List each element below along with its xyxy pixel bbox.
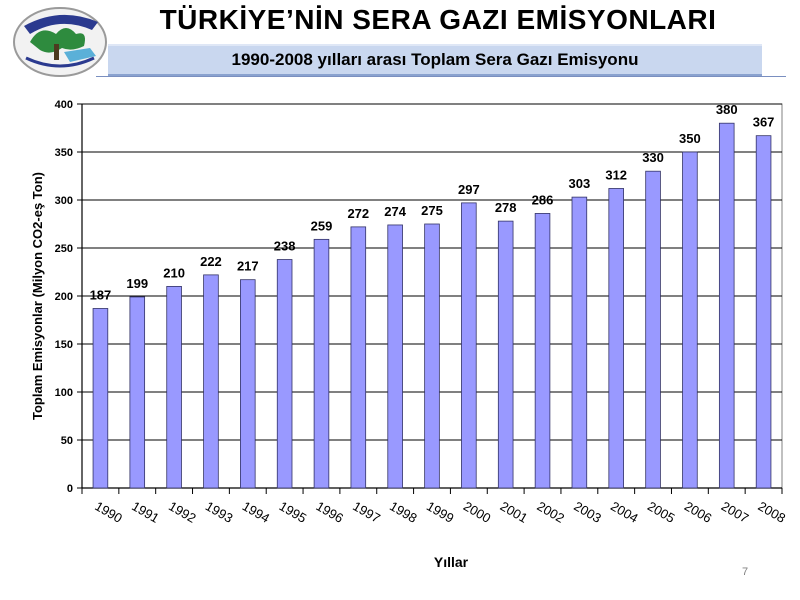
y-axis-title: Toplam Emisyonlar (Milyon CO2-eş Ton) — [30, 172, 45, 420]
data-label: 238 — [274, 239, 296, 254]
y-tick-label: 50 — [61, 435, 73, 447]
data-label: 275 — [421, 203, 443, 218]
x-tick-label: 1996 — [313, 498, 346, 525]
x-tick-label: 2005 — [645, 498, 678, 525]
bar — [682, 151, 698, 489]
x-tick-label: 1995 — [277, 498, 310, 525]
data-label: 286 — [532, 192, 554, 207]
y-tick-label: 100 — [55, 387, 73, 399]
bar — [497, 220, 514, 489]
x-tick-label: 1990 — [92, 498, 125, 525]
bar — [534, 213, 551, 489]
subtitle-banner: 1990-2008 yılları arası Toplam Sera Gazı… — [108, 44, 762, 76]
x-tick-label: 2003 — [571, 498, 604, 525]
page-title: TÜRKİYE’NİN SERA GAZI EMİSYONLARI — [159, 4, 717, 35]
bar — [718, 122, 735, 489]
x-tick-label: 1997 — [350, 498, 383, 525]
data-label: 350 — [679, 131, 701, 146]
data-label: 272 — [347, 206, 369, 221]
data-label: 259 — [311, 218, 333, 233]
x-tick-label: 2004 — [608, 498, 641, 525]
x-tick-label: 1993 — [203, 498, 236, 525]
y-tick-label: 250 — [55, 243, 73, 255]
data-label: 274 — [384, 204, 406, 219]
y-tick-label: 0 — [67, 483, 73, 495]
bar — [203, 274, 219, 489]
x-tick-label: 1999 — [424, 498, 457, 525]
data-label: 187 — [90, 287, 112, 302]
bar — [755, 135, 772, 489]
data-label: 222 — [200, 254, 222, 269]
x-tick-label: 2002 — [535, 498, 568, 525]
chart-subtitle: 1990-2008 yılları arası Toplam Sera Gazı… — [231, 50, 639, 69]
x-tick-label: 1992 — [166, 498, 199, 525]
bar — [571, 196, 588, 489]
y-tick-label: 200 — [55, 291, 73, 303]
data-label: 278 — [495, 200, 517, 215]
bar — [313, 238, 330, 489]
page-number: 7 — [742, 566, 749, 578]
y-tick-label: 400 — [55, 99, 73, 111]
data-label: 303 — [569, 176, 591, 191]
data-label: 297 — [458, 182, 480, 197]
data-label: 367 — [753, 115, 775, 130]
x-tick-label: 1998 — [387, 498, 420, 525]
ministry-logo — [13, 7, 107, 77]
bar — [608, 188, 624, 489]
data-label: 312 — [605, 167, 627, 182]
data-label: 210 — [163, 265, 185, 280]
bar — [276, 259, 293, 489]
data-label: 380 — [716, 102, 738, 117]
y-tick-label: 150 — [55, 339, 73, 351]
y-tick-label: 350 — [55, 147, 73, 159]
x-tick-label: 2006 — [682, 498, 715, 525]
x-tick-label: 2001 — [498, 498, 531, 525]
data-label: 199 — [126, 276, 148, 291]
bar — [387, 224, 403, 489]
x-tick-label: 1991 — [129, 498, 162, 525]
bar — [350, 226, 367, 489]
bar — [129, 296, 146, 489]
data-label: 330 — [642, 150, 664, 165]
bar — [424, 223, 440, 489]
x-tick-label: 2008 — [756, 498, 789, 525]
header-divider — [96, 76, 786, 77]
bar — [240, 279, 256, 489]
x-tick-label: 2007 — [719, 498, 752, 525]
bar — [92, 308, 109, 489]
y-tick-label: 300 — [55, 195, 73, 207]
bar — [461, 202, 477, 489]
x-axis-title: Yıllar — [434, 554, 469, 570]
bar — [645, 170, 661, 489]
bar — [166, 285, 182, 489]
x-tick-label: 1994 — [240, 498, 273, 525]
x-tick-label: 2000 — [461, 498, 494, 525]
data-label: 217 — [237, 259, 259, 274]
